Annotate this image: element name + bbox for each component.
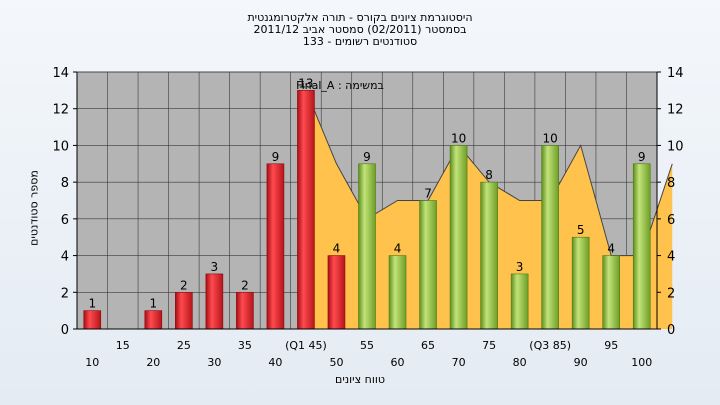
y-tick-label-right: 14 <box>667 66 684 81</box>
bar-40 <box>266 163 285 330</box>
x-tick-label: 90 <box>574 356 588 369</box>
x-tick-label: 25 <box>177 339 191 352</box>
bar-value-label: 1 <box>149 297 157 311</box>
bar-100 <box>632 163 651 330</box>
bar-60 <box>388 255 407 330</box>
y-tick-label-right: 2 <box>667 286 675 301</box>
y-tick-label-left: 2 <box>61 286 69 301</box>
bar-35 <box>236 291 254 330</box>
bar-(Q1 45) <box>297 90 315 330</box>
x-tick-label: 40 <box>268 356 282 369</box>
x-tick-label: 60 <box>391 356 405 369</box>
bar-75 <box>480 181 498 330</box>
y-tick-label-right: 12 <box>667 103 684 118</box>
x-tick-label: 30 <box>207 356 221 369</box>
bar-value-label: 4 <box>333 242 341 256</box>
y-tick-label-left: 8 <box>61 176 69 191</box>
bar-50 <box>327 255 346 330</box>
y-tick-label-left: 6 <box>61 213 69 228</box>
y-tick-label-right: 8 <box>667 176 675 191</box>
x-tick-label: 15 <box>116 339 130 352</box>
bar-value-label: 10 <box>451 131 466 145</box>
bar-value-label: 1 <box>88 297 96 311</box>
bar-55 <box>358 163 376 330</box>
x-tick-label: 35 <box>238 339 252 352</box>
bar-value-label: 4 <box>607 242 615 256</box>
y-tick-label-left: 12 <box>52 103 69 118</box>
x-tick-label: 50 <box>329 356 343 369</box>
y-tick-label-right: 0 <box>667 323 675 338</box>
series-legend-label: Final_A : במשימה <box>296 79 384 92</box>
y-tick-label-left: 10 <box>52 139 69 154</box>
bar-value-label: 2 <box>180 278 188 292</box>
y-axis-label: מספר סטודנטים <box>27 170 41 246</box>
bar-value-label: 13 <box>298 76 313 90</box>
bar-70 <box>449 145 468 330</box>
x-tick-label: (Q1 45) <box>285 339 327 352</box>
bar-value-label: 9 <box>638 150 646 164</box>
chart-title: היסטוגרמת ציונים בקורס - תורה אלקטרומגנט… <box>247 11 473 24</box>
chart-subtitle-semester: בסמסטר (02/2011) סמסטר אביב 2011/12 <box>253 23 467 36</box>
bar-value-label: 5 <box>577 223 585 237</box>
y-tick-label-right: 6 <box>667 213 675 228</box>
y-tick-label-left: 4 <box>61 250 69 265</box>
x-tick-label: 80 <box>513 356 527 369</box>
y-tick-label-left: 0 <box>61 323 69 338</box>
bar-value-label: 2 <box>241 278 249 292</box>
bar-65 <box>419 200 437 330</box>
bar-value-label: 3 <box>211 260 219 274</box>
bar-value-label: 10 <box>543 131 558 145</box>
x-axis-label: טווח ציונים <box>335 373 385 386</box>
bar-20 <box>144 310 163 330</box>
bar-25 <box>175 291 193 330</box>
bar-value-label: 4 <box>394 242 402 256</box>
y-tick-label-right: 10 <box>667 139 684 154</box>
x-tick-label: (Q3 85) <box>529 339 571 352</box>
bar-value-label: 7 <box>424 187 432 201</box>
x-tick-label: 100 <box>631 356 652 369</box>
bar-95 <box>602 255 621 330</box>
bar-90 <box>571 236 590 330</box>
x-tick-label: 10 <box>85 356 99 369</box>
x-tick-label: 55 <box>360 339 374 352</box>
y-tick-label-right: 4 <box>667 250 675 265</box>
x-tick-label: 20 <box>146 356 160 369</box>
x-tick-label: 70 <box>452 356 466 369</box>
x-tick-label: 95 <box>604 339 618 352</box>
bar-80 <box>510 273 529 330</box>
bar-value-label: 3 <box>516 260 524 274</box>
bar-30 <box>205 273 224 330</box>
chart-subtitle-enrolled: סטודנטים רשומים - 133 <box>302 35 418 48</box>
bar-value-label: 8 <box>485 168 493 182</box>
bar-(Q3 85) <box>541 145 559 330</box>
x-tick-label: 75 <box>482 339 496 352</box>
y-tick-label-left: 14 <box>52 66 69 81</box>
bar-10 <box>83 310 102 330</box>
bar-value-label: 9 <box>363 150 371 164</box>
x-tick-label: 65 <box>421 339 435 352</box>
bar-value-label: 9 <box>272 150 280 164</box>
